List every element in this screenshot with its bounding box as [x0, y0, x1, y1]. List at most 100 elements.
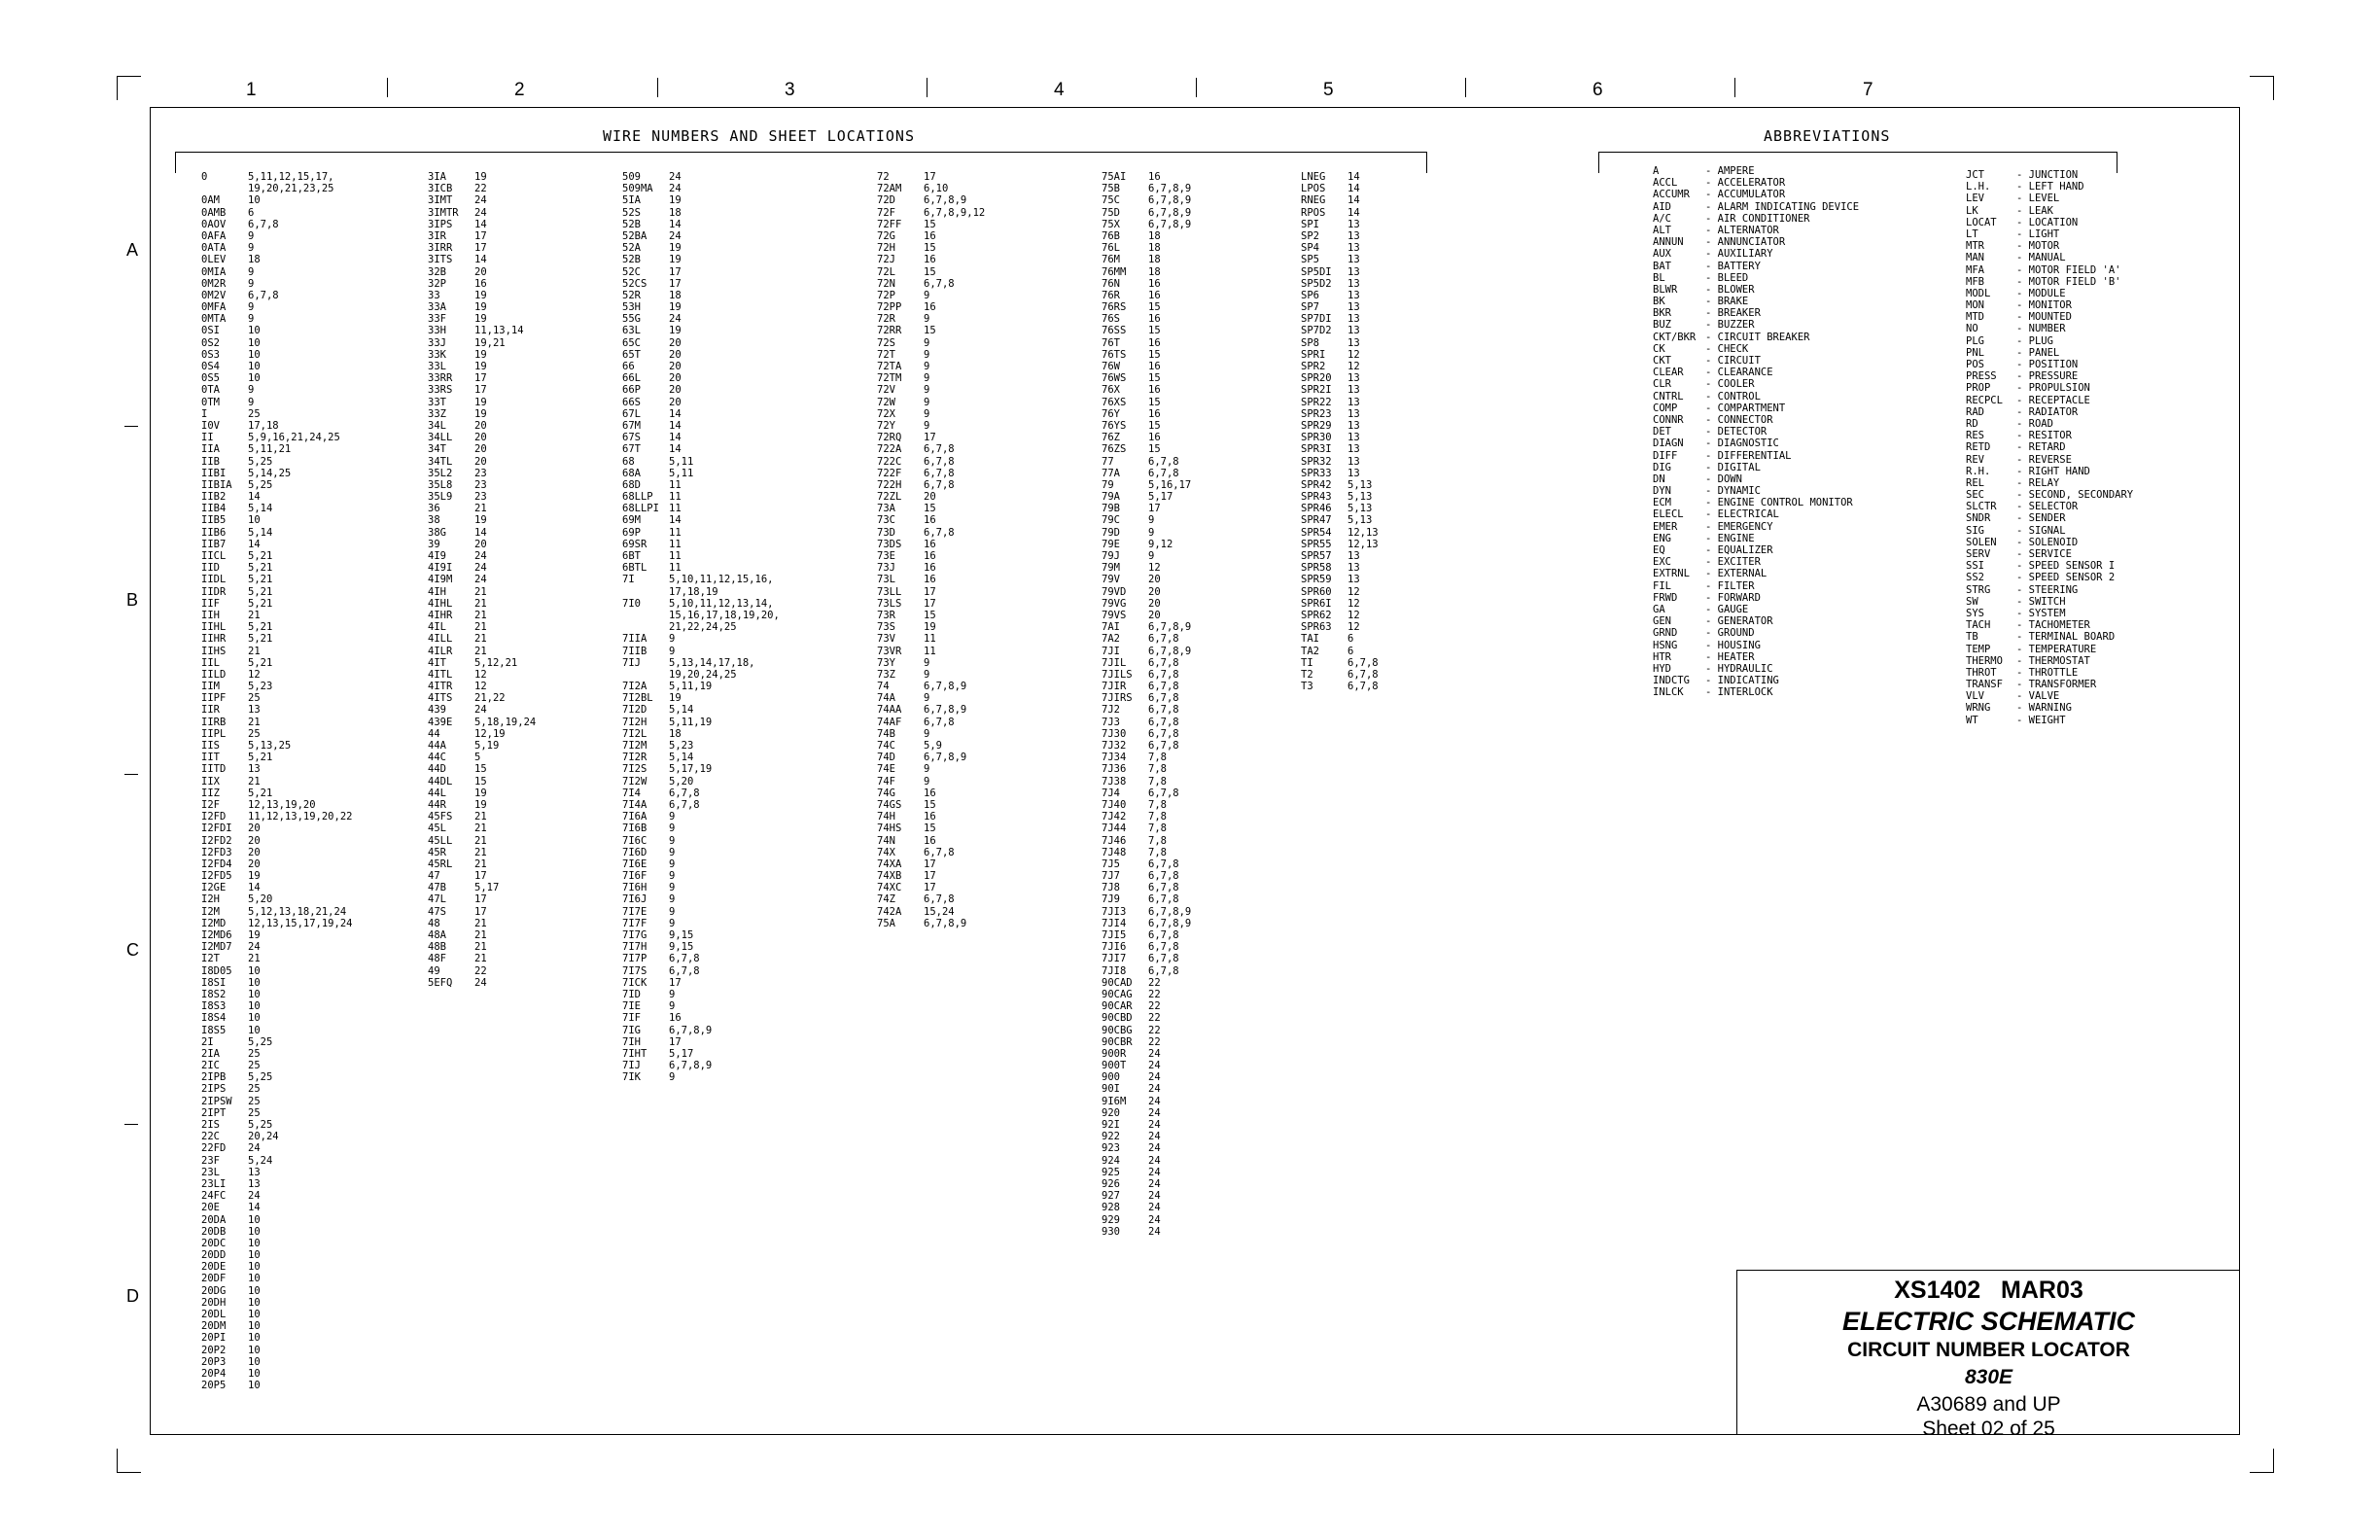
wire-row: 24FC 24 — [201, 1190, 261, 1202]
wire-row: 7I2M 5,23 — [622, 740, 693, 752]
wire-row: SPR2 12 — [1301, 361, 1360, 372]
wire-number: 20P5 — [201, 1380, 227, 1392]
sheet-locations: 16 — [1148, 407, 1161, 420]
wire-number: I2MD6 — [201, 929, 232, 941]
sheet-locations: 24 — [1148, 1071, 1161, 1084]
sheet-locations: 12,19 — [474, 727, 506, 740]
sheet-locations: 22 — [1148, 976, 1161, 989]
wire-row: 20P3 10 — [201, 1356, 261, 1368]
wire-number: 77A — [1102, 467, 1120, 479]
abbreviation-row: WRNG - WARNING — [1966, 702, 2072, 714]
sheet-locations: 6,7,8 — [669, 798, 700, 811]
wire-number: 7JI3 — [1102, 905, 1127, 918]
wire-row: 69M 14 — [622, 514, 682, 527]
wire-row: 90I 24 — [1102, 1083, 1161, 1095]
sheet-locations: 15 — [1148, 443, 1161, 456]
wire-row: 74XC 17 — [877, 882, 936, 893]
wire-row: 3IPS 14 — [428, 219, 487, 230]
wire-row: 67T 14 — [622, 443, 682, 455]
wire-number: 4I9I — [428, 562, 453, 575]
wire-row: 4I9I 24 — [428, 562, 487, 575]
wire-row: 20DF 10 — [201, 1273, 261, 1284]
sheet-locations: 5,10,11,12,13,14, — [669, 597, 774, 610]
sheet-locations: 5,25 — [248, 1119, 273, 1131]
wire-number: I8S2 — [201, 988, 227, 1000]
abbreviation-row: DN - DOWN — [1653, 473, 1742, 485]
sheet-locations: 9 — [669, 858, 676, 870]
abbreviation-row: DIAGN - DIAGNOSTIC — [1653, 438, 1779, 449]
wire-row: 67L 14 — [622, 408, 682, 420]
abbreviation-meaning: - INDICATING — [1705, 675, 1779, 687]
wire-number: 722H — [877, 478, 902, 491]
wire-row: 15,16,17,18,19,20, — [622, 610, 780, 621]
wire-row: SPR63 12 — [1301, 621, 1360, 633]
sheet-locations: 11 — [924, 645, 936, 657]
wire-row: 74F 9 — [877, 776, 929, 788]
wire-number: 74E — [877, 763, 895, 776]
abbreviation-row: MAN - MANUAL — [1966, 252, 2066, 263]
wire-row: 33K 19 — [428, 349, 487, 361]
sheet-locations: 20 — [474, 265, 487, 278]
sheet-locations: 10 — [248, 1332, 261, 1345]
sheet-locations: 13 — [1348, 229, 1360, 242]
wire-row: SPR3I 13 — [1301, 443, 1360, 456]
wire-row: 922 24 — [1102, 1131, 1161, 1142]
sheet-locations: 5,25 — [248, 478, 273, 491]
wire-number: SPR46 — [1301, 503, 1332, 515]
wire-number: 7J36 — [1102, 763, 1127, 776]
wire-row: 72S 9 — [877, 337, 929, 349]
wire-number: 74A — [877, 692, 895, 705]
wire-number: 7I6B — [622, 822, 648, 835]
sheet-locations: 9 — [248, 301, 255, 314]
wire-number: 35L2 — [428, 467, 453, 479]
wire-number: SPR3I — [1301, 443, 1332, 456]
sheet-locations: 5,25 — [248, 455, 273, 468]
wire-number: SPR6I — [1301, 597, 1332, 610]
abbreviation-code: TRANSF — [1966, 679, 2003, 691]
wire-row: SPR23 13 — [1301, 408, 1360, 420]
wire-row: 7JI8 6,7,8 — [1102, 965, 1179, 977]
sheet-locations: 21 — [474, 858, 487, 870]
wire-number: 69M — [622, 514, 641, 527]
wire-row: 69P 11 — [622, 526, 682, 539]
wire-row: 7J9 6,7,8 — [1102, 893, 1179, 905]
wire-row: SPR30 13 — [1301, 432, 1360, 443]
wire-number: SPR59 — [1301, 574, 1332, 586]
zone-tick — [387, 78, 388, 97]
sheet-locations: 5,13 — [1348, 478, 1373, 491]
abbreviation-code: THROT — [1966, 666, 1997, 679]
wire-row: IIA 5,11,21 — [201, 443, 291, 455]
abbreviation-meaning: - EQUALIZER — [1705, 544, 1773, 556]
sheet-locations: 5,14 — [248, 526, 273, 539]
wire-number: 7ID — [622, 988, 641, 1000]
abbreviation-code: JCT — [1966, 169, 1984, 181]
wire-number: 69P — [622, 526, 641, 539]
abbreviation-code: SIG — [1966, 524, 1984, 537]
wire-number: 7IJ — [622, 1060, 641, 1072]
wire-number: 7I2A — [622, 681, 648, 693]
wire-row: 7I7G 9,15 — [622, 929, 693, 941]
wire-row: 0S3 10 — [201, 349, 261, 361]
sheet-locations: 7,8 — [1148, 752, 1167, 764]
wire-row: 79 5,16,17 — [1102, 479, 1191, 491]
sheet-locations: 17 — [474, 893, 487, 906]
wire-number: 7IJ — [622, 656, 641, 669]
wire-number: 72N — [877, 277, 895, 290]
sheet-locations: 9 — [924, 384, 930, 397]
wire-number: 3IMT — [428, 194, 453, 207]
wire-number: 33 — [428, 289, 440, 301]
abbreviation-code: EQ — [1653, 544, 1665, 556]
wire-section-title: WIRE NUMBERS AND SHEET LOCATIONS — [603, 127, 915, 145]
wire-row: 73VR 11 — [877, 646, 936, 657]
wire-row: 20DD 10 — [201, 1249, 261, 1261]
wire-number: IIH — [201, 609, 220, 621]
wire-row: 2IC 25 — [201, 1060, 261, 1071]
wire-number: 44C — [428, 752, 446, 764]
sheet-locations: 16 — [924, 574, 936, 586]
sheet-locations: 20 — [248, 846, 261, 858]
wire-row: 72W 9 — [877, 397, 929, 408]
sheet-locations: 24 — [248, 1190, 261, 1203]
wire-number: IIHR — [201, 633, 227, 646]
wire-row: 4ITL 12 — [428, 669, 487, 681]
wire-row: 7J8 6,7,8 — [1102, 882, 1179, 893]
